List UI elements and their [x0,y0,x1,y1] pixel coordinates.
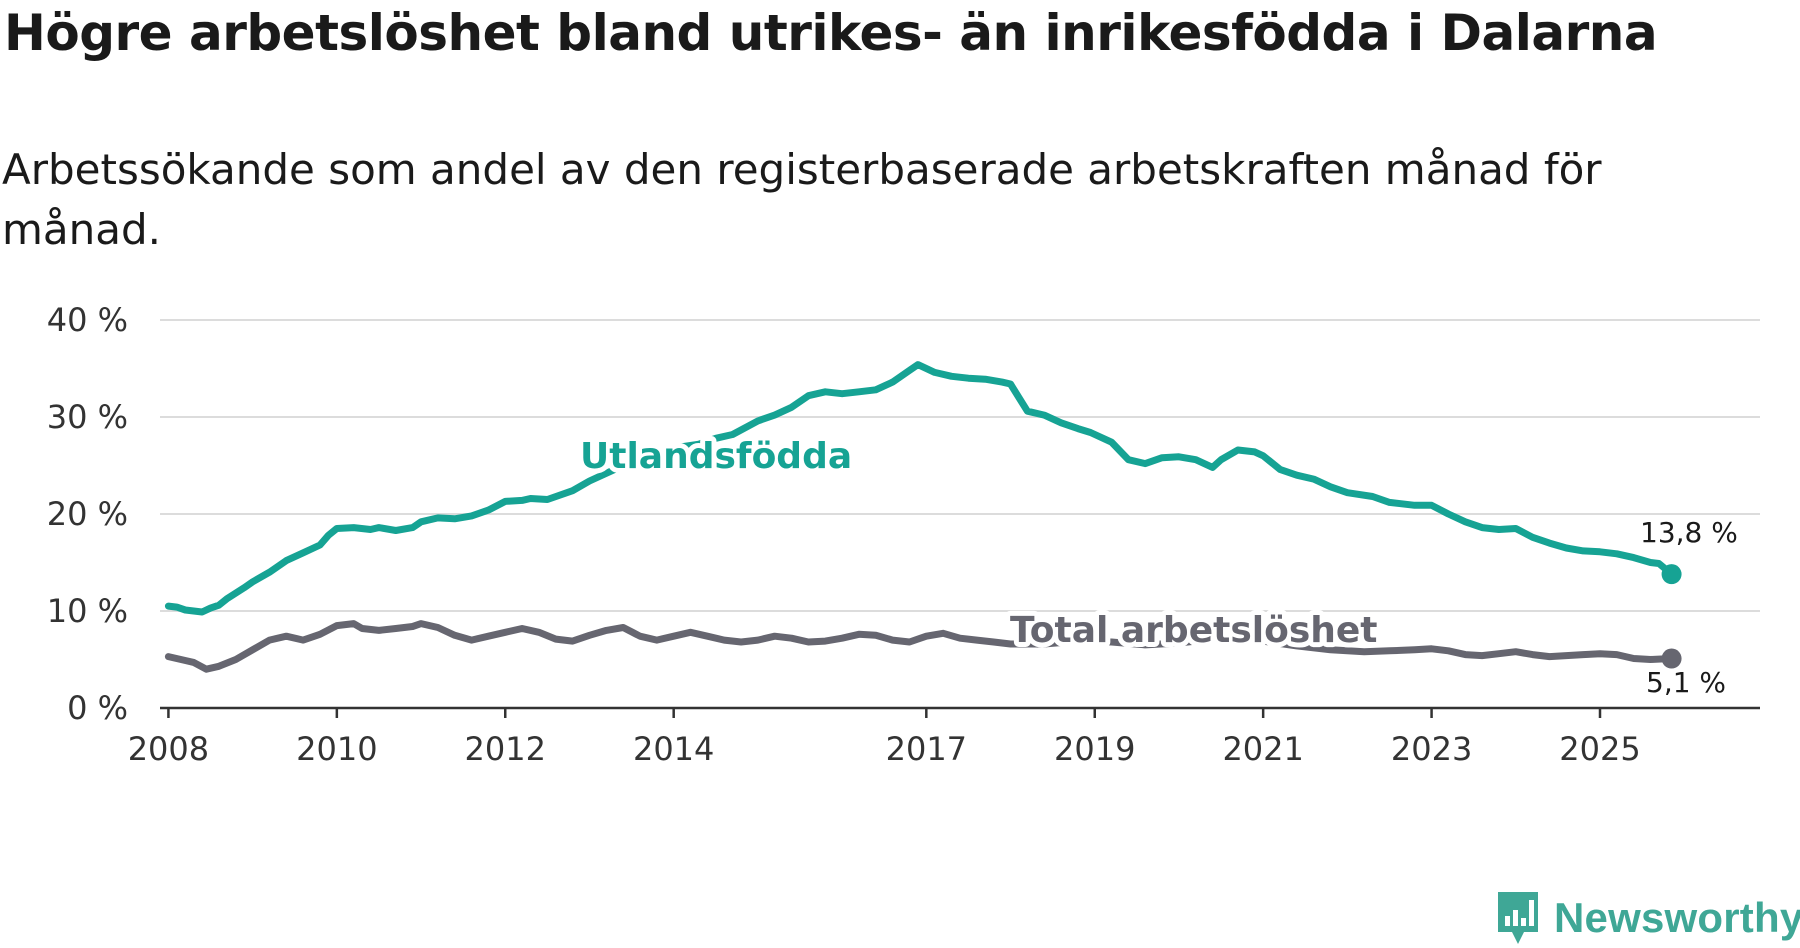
brand-name: Newsworthy [1554,894,1800,941]
series-label-utlandsfodda: Utlandsfödda [580,436,852,477]
x-tick-label-2023: 2023 [1391,730,1472,768]
series-line-total [164,620,1676,673]
y-tick-label-30: 30 % [47,398,128,436]
end-label-total: 5,1 % [1646,666,1726,699]
x-tick-label-2017: 2017 [886,730,967,768]
x-tick-label-2012: 2012 [465,730,546,768]
y-tick-label-40: 40 % [47,301,128,339]
end-marker-total [1661,648,1682,669]
x-axis-ticks: 2008 2010 2012 2014 2017 2019 2021 2023 2025 [128,708,1641,768]
y-tick-label-20: 20 % [47,495,128,533]
y-tick-label-10: 10 % [47,592,128,630]
x-tick-label-2010: 2010 [296,730,377,768]
chart-subtitle: Arbetssökande som andel av den registerb… [2,145,1602,254]
end-label-utlandsfodda: 13,8 % [1640,516,1738,549]
newsworthy-logo: Newsworthy [1494,888,1800,948]
y-tick-label-0: 0 % [67,689,128,727]
end-marker-utlandsfodda [1661,564,1682,585]
newsworthy-logo-icon [1498,892,1538,944]
series-line-utlandsfodda [164,361,1676,616]
gridlines [160,319,1760,612]
series-lines [164,361,1682,673]
x-tick-label-2025: 2025 [1559,730,1640,768]
series-labels: Utlandsfödda Total arbetslöshet 13,8 % 5… [575,431,1738,699]
y-axis-ticks: 0 % 10 % 20 % 30 % 40 % [47,301,128,727]
x-tick-label-2014: 2014 [633,730,714,768]
x-tick-label-2021: 2021 [1222,730,1303,768]
x-tick-label-2008: 2008 [128,730,209,768]
x-tick-label-2019: 2019 [1054,730,1135,768]
series-label-total-arbetsloshet: Total arbetslöshet [1010,610,1378,651]
line-chart: 0 % 10 % 20 % 30 % 40 % 2008 2010 2012 2014 2017… [47,301,1760,768]
chart-title: Högre arbetslöshet bland utrikes- än inr… [4,4,1658,62]
